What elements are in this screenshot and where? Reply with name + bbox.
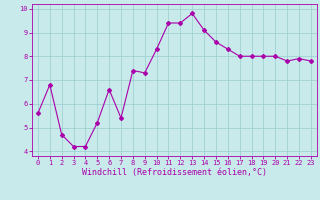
X-axis label: Windchill (Refroidissement éolien,°C): Windchill (Refroidissement éolien,°C) bbox=[82, 168, 267, 177]
